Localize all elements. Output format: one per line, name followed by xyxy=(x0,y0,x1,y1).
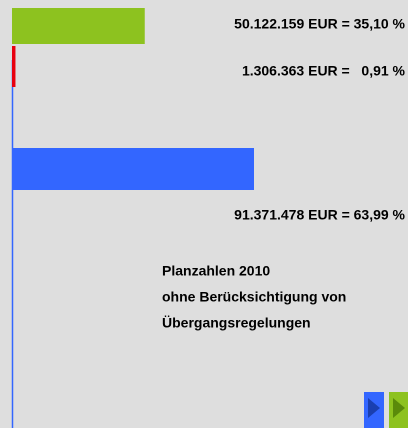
bar xyxy=(12,148,254,190)
nav-buttons xyxy=(364,392,408,428)
button-arrow xyxy=(368,398,380,418)
value-label: 91.371.478 EUR = 63,99 % xyxy=(234,207,405,223)
note-line: Planzahlen 2010 xyxy=(162,263,270,279)
button-arrow xyxy=(393,398,405,418)
bar xyxy=(12,8,145,44)
note-line: ohne Berücksichtigung von xyxy=(162,289,346,305)
bar xyxy=(12,46,16,87)
value-label: 1.306.363 EUR = 0,91 % xyxy=(242,63,406,79)
value-label: 50.122.159 EUR = 35,10 % xyxy=(234,16,405,32)
note-line: Übergangsregelungen xyxy=(162,315,311,331)
